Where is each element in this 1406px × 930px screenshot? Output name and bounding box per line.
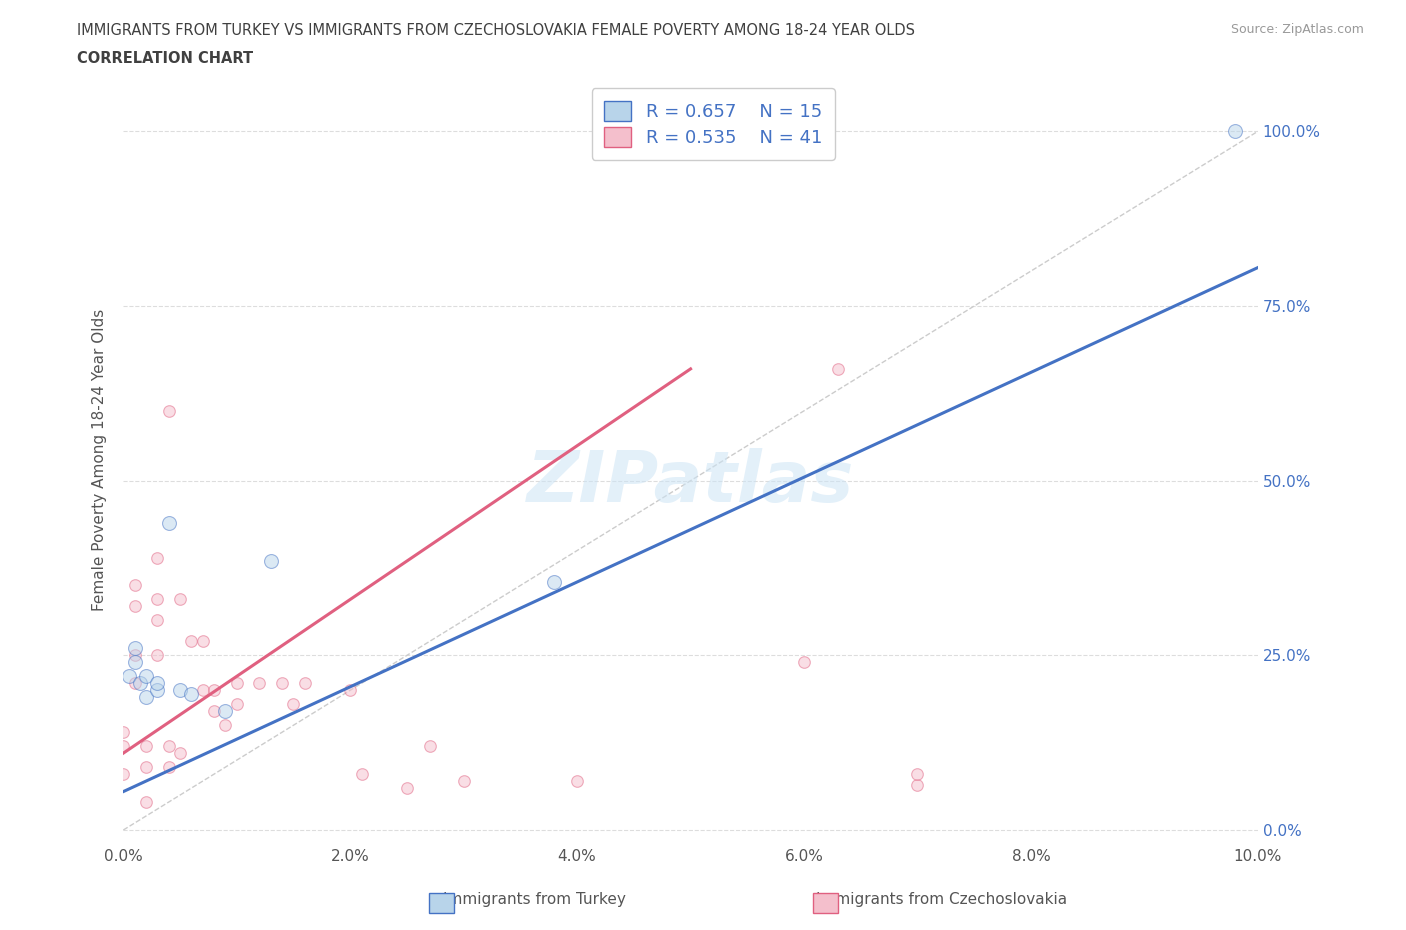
- Text: CORRELATION CHART: CORRELATION CHART: [77, 51, 253, 66]
- Point: [1223, 124, 1246, 139]
- Text: Source: ZipAtlas.com: Source: ZipAtlas.com: [1230, 23, 1364, 36]
- Point: [146, 648, 169, 663]
- Point: [565, 774, 588, 789]
- Point: [169, 592, 191, 607]
- Point: [157, 515, 180, 530]
- Point: [180, 686, 202, 701]
- Point: [350, 766, 373, 781]
- Point: [129, 676, 152, 691]
- Point: [157, 760, 180, 775]
- Point: [225, 676, 247, 691]
- Text: Immigrants from Turkey: Immigrants from Turkey: [443, 892, 626, 907]
- Point: [112, 766, 135, 781]
- Point: [124, 599, 146, 614]
- Point: [157, 404, 180, 418]
- Point: [124, 655, 146, 670]
- Point: [135, 669, 157, 684]
- Legend: R = 0.657    N = 15, R = 0.535    N = 41: R = 0.657 N = 15, R = 0.535 N = 41: [592, 88, 835, 160]
- Point: [112, 724, 135, 739]
- Point: [180, 634, 202, 649]
- Point: [146, 550, 169, 565]
- Point: [214, 718, 236, 733]
- Point: [135, 738, 157, 753]
- Point: [395, 780, 418, 795]
- Point: [453, 774, 475, 789]
- Point: [419, 738, 441, 753]
- Point: [146, 592, 169, 607]
- Point: [124, 648, 146, 663]
- Point: [157, 738, 180, 753]
- Point: [339, 683, 361, 698]
- Point: [191, 634, 214, 649]
- Point: [225, 697, 247, 711]
- Text: IMMIGRANTS FROM TURKEY VS IMMIGRANTS FROM CZECHOSLOVAKIA FEMALE POVERTY AMONG 18: IMMIGRANTS FROM TURKEY VS IMMIGRANTS FRO…: [77, 23, 915, 38]
- Text: Immigrants from Czechoslovakia: Immigrants from Czechoslovakia: [817, 892, 1067, 907]
- Point: [249, 676, 271, 691]
- Point: [146, 676, 169, 691]
- Point: [135, 690, 157, 705]
- Point: [793, 655, 815, 670]
- Point: [827, 362, 849, 377]
- Point: [135, 794, 157, 809]
- Point: [543, 575, 565, 590]
- Point: [124, 641, 146, 656]
- Point: [124, 578, 146, 593]
- Point: [907, 766, 929, 781]
- Point: [283, 697, 305, 711]
- Point: [112, 738, 135, 753]
- Text: ZIPatlas: ZIPatlas: [527, 448, 855, 517]
- Point: [191, 683, 214, 698]
- Y-axis label: Female Poverty Among 18-24 Year Olds: Female Poverty Among 18-24 Year Olds: [93, 309, 107, 611]
- Point: [146, 613, 169, 628]
- Point: [146, 683, 169, 698]
- Point: [202, 704, 225, 719]
- Point: [294, 676, 316, 691]
- Point: [124, 676, 146, 691]
- Point: [169, 683, 191, 698]
- Point: [135, 760, 157, 775]
- Point: [169, 746, 191, 761]
- Point: [271, 676, 294, 691]
- Point: [214, 704, 236, 719]
- Point: [118, 669, 141, 684]
- Point: [202, 683, 225, 698]
- Point: [260, 553, 283, 568]
- Point: [907, 777, 929, 792]
